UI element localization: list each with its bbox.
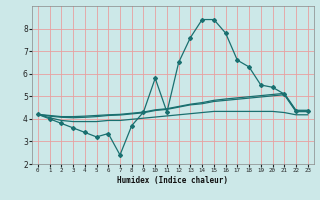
X-axis label: Humidex (Indice chaleur): Humidex (Indice chaleur) (117, 176, 228, 185)
